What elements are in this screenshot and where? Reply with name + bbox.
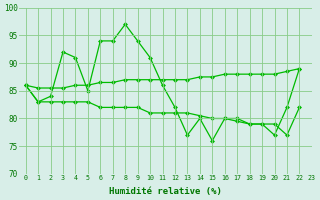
X-axis label: Humidité relative (%): Humidité relative (%): [109, 187, 222, 196]
